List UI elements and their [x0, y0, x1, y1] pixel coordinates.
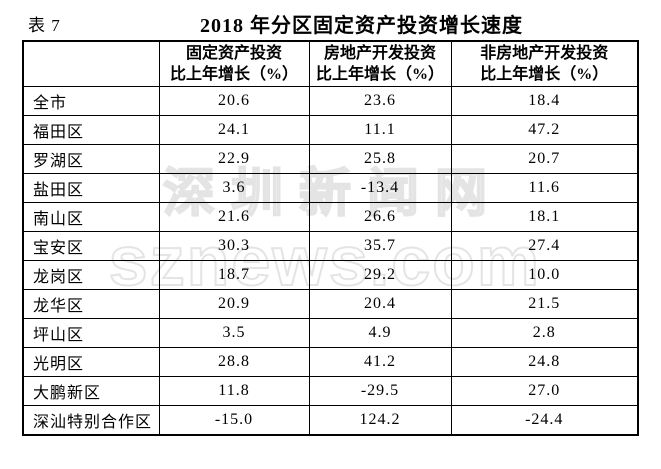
value-cell: 27.0	[450, 376, 639, 406]
table-row: 福田区 24.1 11.1 47.2	[22, 115, 639, 145]
corner-cell	[22, 40, 160, 87]
value-cell: 22.9	[158, 144, 310, 174]
header-line2: 比上年增长（%）	[315, 66, 444, 83]
table-row: 光明区 28.8 41.2 24.8	[22, 347, 639, 377]
header-line2: 比上年增长（%）	[480, 66, 609, 83]
value-cell: 11.6	[450, 173, 639, 203]
value-cell: 21.5	[450, 289, 639, 319]
value-cell: 35.7	[308, 231, 452, 261]
district-cell: 南山区	[22, 202, 160, 232]
table-row: 宝安区 30.3 35.7 27.4	[22, 231, 639, 261]
table-title: 2018 年分区固定资产投资增长速度	[200, 15, 523, 37]
district-cell: 光明区	[22, 347, 160, 377]
district-cell: 盐田区	[22, 173, 160, 203]
header-non-real-estate-investment: 非房地产开发投资 比上年增长（%）	[450, 40, 639, 87]
table-row: 南山区 21.6 26.6 18.1	[22, 202, 639, 232]
value-cell: 29.2	[308, 260, 452, 290]
value-cell: 47.2	[450, 115, 639, 145]
value-cell: 3.5	[158, 318, 310, 348]
value-cell: 30.3	[158, 231, 310, 261]
district-cell: 深汕特别合作区	[22, 405, 160, 435]
value-cell: 20.6	[158, 86, 310, 116]
value-cell: 28.8	[158, 347, 310, 377]
value-cell: -24.4	[450, 405, 639, 435]
value-cell: 20.9	[158, 289, 310, 319]
value-cell: 4.9	[308, 318, 452, 348]
table-row: 深汕特别合作区 -15.0 124.2 -24.4	[22, 405, 639, 435]
value-cell: 24.1	[158, 115, 310, 145]
header-real-estate-investment: 房地产开发投资 比上年增长（%）	[308, 40, 452, 87]
district-cell: 龙岗区	[22, 260, 160, 290]
value-cell: 18.1	[450, 202, 639, 232]
district-cell: 龙华区	[22, 289, 160, 319]
table-number-label: 表 7	[28, 16, 61, 35]
district-cell: 罗湖区	[22, 144, 160, 174]
table-row: 盐田区 3.6 -13.4 11.6	[22, 173, 639, 203]
district-cell: 大鹏新区	[22, 376, 160, 406]
table-row: 罗湖区 22.9 25.8 20.7	[22, 144, 639, 174]
investment-growth-table: 固定资产投资 比上年增长（%） 房地产开发投资 比上年增长（%） 非房地产开发投…	[22, 40, 639, 436]
district-cell: 福田区	[22, 115, 160, 145]
value-cell: 18.7	[158, 260, 310, 290]
header-line2: 比上年增长（%）	[169, 66, 298, 83]
district-cell: 坪山区	[22, 318, 160, 348]
value-cell: 20.4	[308, 289, 452, 319]
value-cell: 124.2	[308, 405, 452, 435]
value-cell: 21.6	[158, 202, 310, 232]
header-line1: 非房地产开发投资	[480, 45, 609, 62]
value-cell: 25.8	[308, 144, 452, 174]
value-cell: 24.8	[450, 347, 639, 377]
table-row: 龙岗区 18.7 29.2 10.0	[22, 260, 639, 290]
value-cell: 11.1	[308, 115, 452, 145]
value-cell: -15.0	[158, 405, 310, 435]
district-cell: 宝安区	[22, 231, 160, 261]
district-cell: 全市	[22, 86, 160, 116]
header-fixed-asset-investment: 固定资产投资 比上年增长（%）	[158, 40, 310, 87]
table-row: 龙华区 20.9 20.4 21.5	[22, 289, 639, 319]
value-cell: 41.2	[308, 347, 452, 377]
value-cell: 2.8	[450, 318, 639, 348]
table-row: 全市 20.6 23.6 18.4	[22, 86, 639, 116]
value-cell: 3.6	[158, 173, 310, 203]
value-cell: 10.0	[450, 260, 639, 290]
table-row: 坪山区 3.5 4.9 2.8	[22, 318, 639, 348]
table-row: 大鹏新区 11.8 -29.5 27.0	[22, 376, 639, 406]
value-cell: -29.5	[308, 376, 452, 406]
table-header: 固定资产投资 比上年增长（%） 房地产开发投资 比上年增长（%） 非房地产开发投…	[22, 40, 639, 87]
value-cell: 23.6	[308, 86, 452, 116]
value-cell: 27.4	[450, 231, 639, 261]
value-cell: 18.4	[450, 86, 639, 116]
value-cell: -13.4	[308, 173, 452, 203]
value-cell: 20.7	[450, 144, 639, 174]
value-cell: 26.6	[308, 202, 452, 232]
value-cell: 11.8	[158, 376, 310, 406]
table-body: 全市 20.6 23.6 18.4 福田区 24.1 11.1 47.2 罗湖区 22.9 25.8…	[22, 86, 639, 435]
header-line1: 固定资产投资	[185, 45, 282, 62]
table-header-row: 固定资产投资 比上年增长（%） 房地产开发投资 比上年增长（%） 非房地产开发投…	[22, 40, 639, 87]
header-line1: 房地产开发投资	[323, 45, 436, 62]
table-caption: 表 7 2018 年分区固定资产投资增长速度	[0, 9, 661, 37]
